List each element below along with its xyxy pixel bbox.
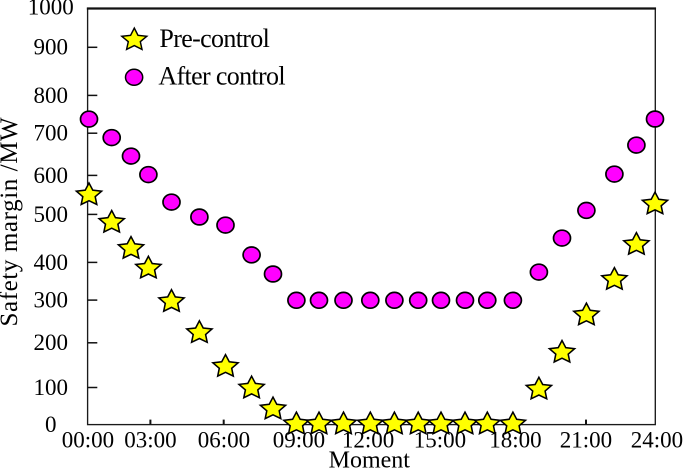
svg-text:Pre-control: Pre-control — [159, 24, 269, 53]
svg-text:00:00: 00:00 — [62, 427, 114, 452]
svg-text:600: 600 — [33, 163, 68, 188]
svg-text:03:00: 03:00 — [124, 427, 176, 452]
svg-text:700: 700 — [33, 121, 68, 146]
svg-text:300: 300 — [33, 288, 68, 313]
svg-text:24:00: 24:00 — [631, 427, 683, 452]
svg-text:800: 800 — [33, 83, 68, 108]
svg-text:After control: After control — [158, 62, 285, 91]
svg-text:900: 900 — [33, 35, 68, 60]
svg-text:100: 100 — [33, 375, 68, 400]
svg-text:200: 200 — [33, 330, 68, 355]
svg-text:1000: 1000 — [28, 0, 74, 20]
svg-text:Safety margin /MW: Safety margin /MW — [0, 117, 23, 327]
svg-text:06:00: 06:00 — [198, 427, 250, 452]
svg-text:Moment: Moment — [329, 448, 411, 470]
svg-text:500: 500 — [33, 202, 68, 227]
svg-text:0: 0 — [45, 412, 57, 437]
svg-text:400: 400 — [33, 250, 68, 275]
svg-text:21:00: 21:00 — [560, 427, 612, 452]
